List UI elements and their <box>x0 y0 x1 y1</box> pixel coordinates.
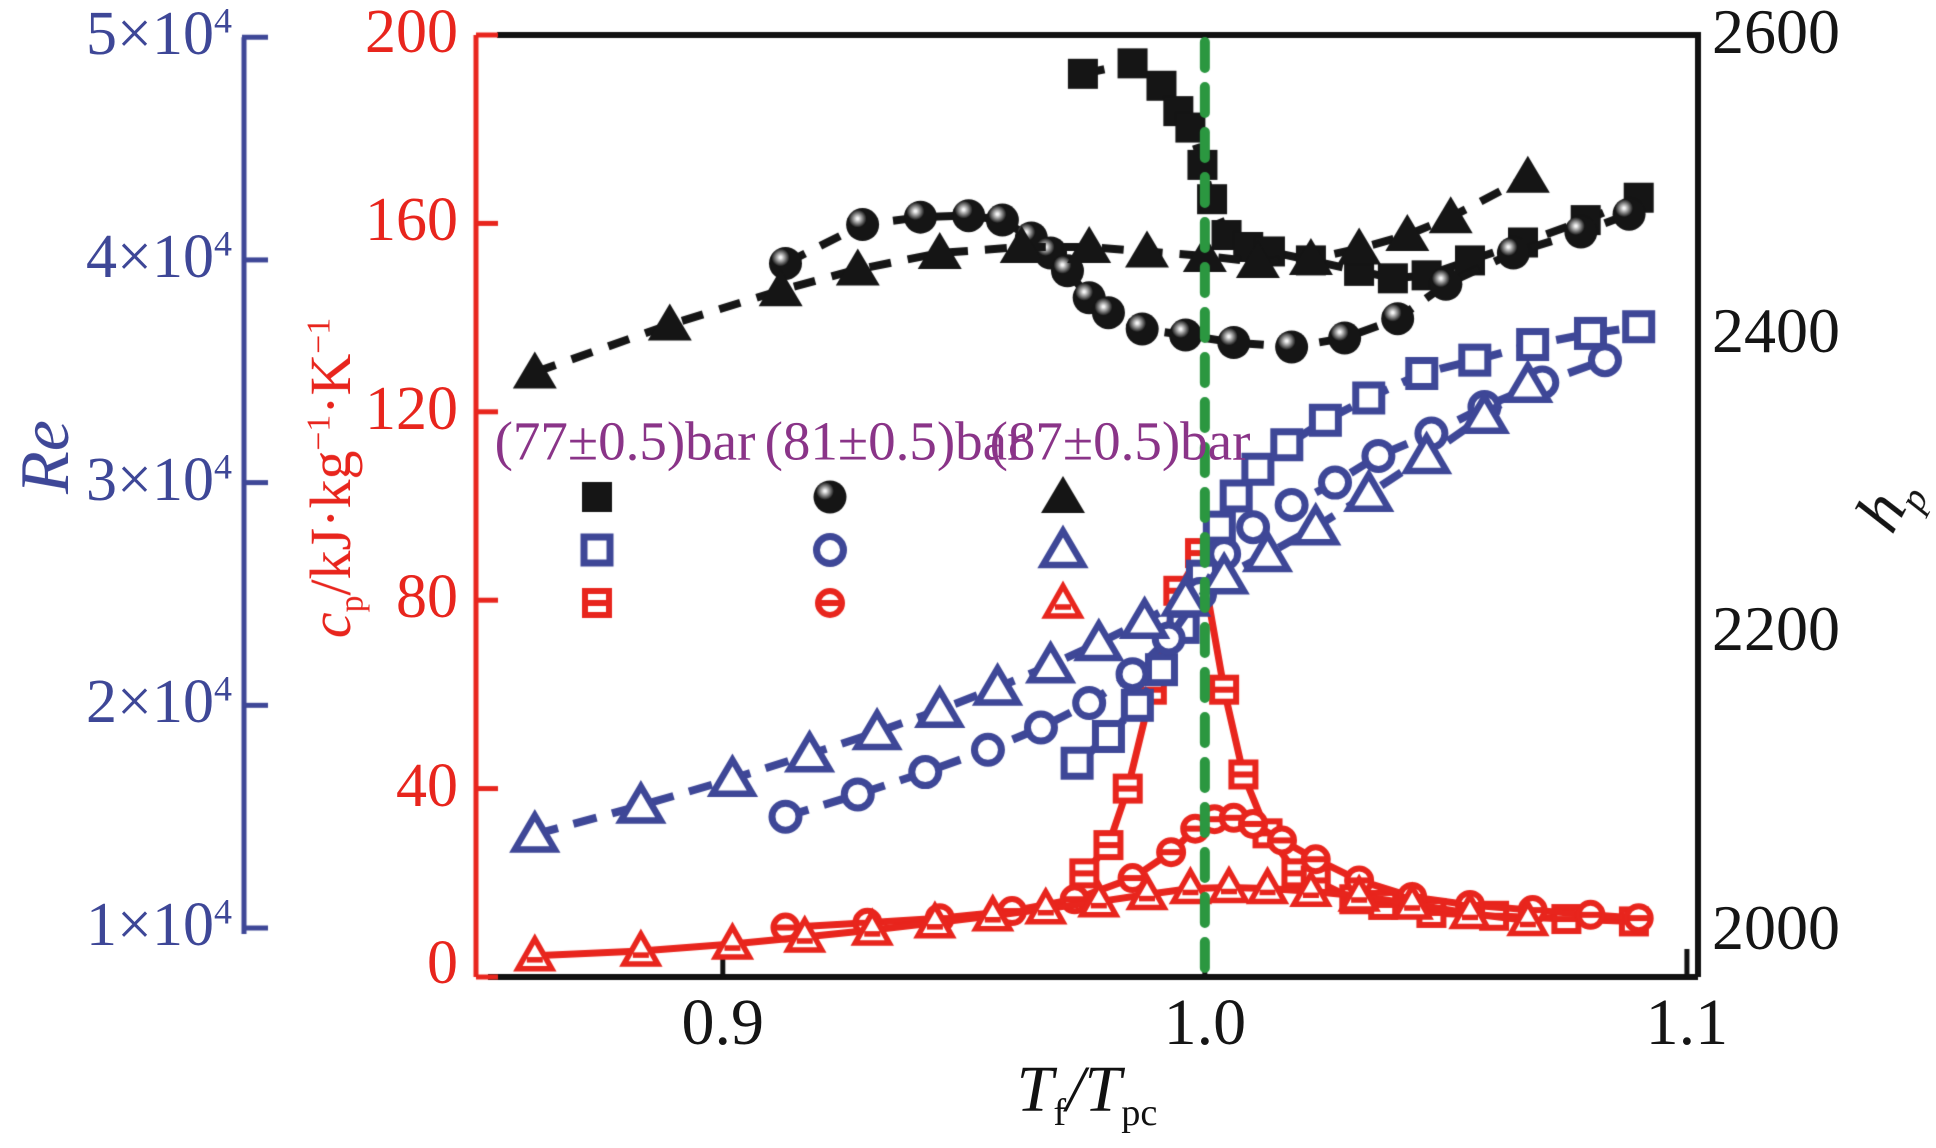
cp-tick-label: 0 <box>427 929 458 997</box>
cp-tick-label: 120 <box>365 374 458 443</box>
legend-label-77bar: (77±0.5)bar <box>494 410 756 472</box>
re-tick-label: 3×104 <box>86 445 232 514</box>
re-tick-label: 1×104 <box>86 891 232 959</box>
x-tick-label: 1.0 <box>1163 986 1247 1059</box>
re-tick-label: 4×104 <box>86 222 232 291</box>
cp-tick-label: 160 <box>365 186 458 255</box>
legend-label-81bar: (81±0.5)bar <box>764 410 1026 472</box>
cp-tick-label: 80 <box>396 563 458 632</box>
cp-tick-label: 200 <box>365 0 458 66</box>
x-axis-title: Tf/Tpc <box>1016 1053 1158 1135</box>
re-tick-label: 5×104 <box>86 0 232 69</box>
hp-tick-label: 2000 <box>1712 891 1840 963</box>
cp-tick-label: 40 <box>396 751 458 820</box>
hp-tick-label: 2400 <box>1712 294 1840 366</box>
legend-label-87bar: (87±0.5)bar <box>989 410 1251 472</box>
re-tick-label: 2×104 <box>86 668 232 737</box>
x-tick-label: 0.9 <box>681 986 765 1059</box>
hp-tick-label: 2200 <box>1712 593 1840 665</box>
hp-tick-label: 2600 <box>1712 0 1840 67</box>
x-tick-label: 1.1 <box>1645 986 1729 1059</box>
